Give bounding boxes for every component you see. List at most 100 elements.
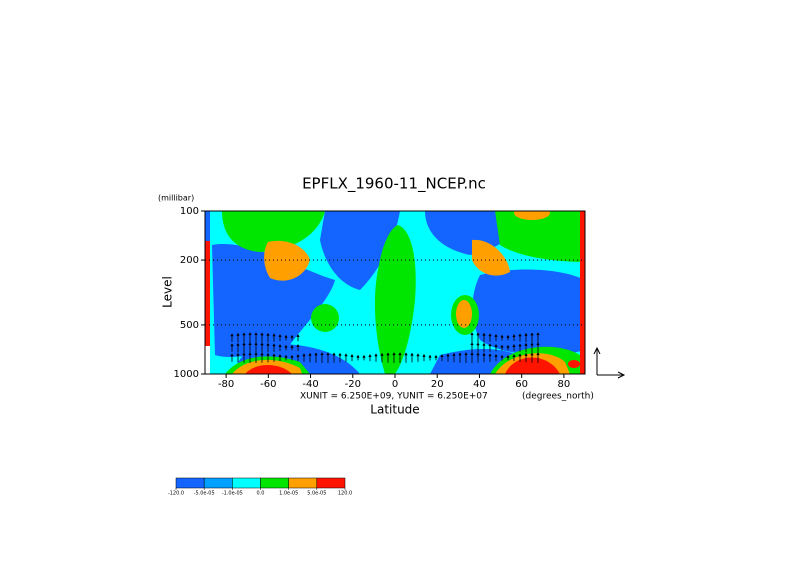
y-tick-label: 200 xyxy=(180,255,199,266)
x-tick-label: -40 xyxy=(302,379,318,390)
vector-arrow xyxy=(284,344,288,351)
vector-arrow xyxy=(428,354,432,361)
y-tick-label: 100 xyxy=(180,206,199,217)
vector-arrow xyxy=(536,352,540,363)
vector-arrow xyxy=(260,342,264,353)
vector-arrow xyxy=(446,353,450,362)
vector-arrow xyxy=(416,353,420,362)
vector-arrow xyxy=(470,342,474,353)
x-tick-label: -60 xyxy=(260,379,276,390)
y-tick-label: 500 xyxy=(180,320,199,331)
vector-scale: XUNIT = 6.250E+09, YUNIT = 6.250E+07 xyxy=(300,392,488,402)
colorbar-label: -5.0e-05 xyxy=(194,491,215,497)
vector-arrow xyxy=(308,352,312,363)
colorbar-label: -1.0e-05 xyxy=(222,491,243,497)
vector-arrow xyxy=(254,352,258,363)
vector-arrow xyxy=(488,333,492,342)
vector-arrow xyxy=(296,344,300,352)
vector-arrow xyxy=(434,354,438,361)
x-tick-label: 40 xyxy=(473,379,486,390)
vector-arrow xyxy=(440,354,444,362)
vector-arrow xyxy=(254,342,258,353)
vector-arrow xyxy=(284,354,288,361)
vector-arrow xyxy=(332,352,336,363)
vector-arrow xyxy=(248,342,252,353)
vector-arrow xyxy=(500,334,504,341)
vector-arrow xyxy=(512,354,516,362)
vector-arrow xyxy=(230,353,234,362)
colorbar-label: 0.0 xyxy=(257,491,265,497)
vector-arrow xyxy=(398,352,402,363)
vector-arrow xyxy=(524,352,528,363)
vector-arrow xyxy=(320,352,324,363)
vector-arrow xyxy=(470,332,474,343)
reference-vector xyxy=(593,346,626,379)
vector-arrow xyxy=(350,354,354,362)
vector-arrow xyxy=(278,334,282,342)
vector-arrow xyxy=(326,352,330,363)
vector-arrow xyxy=(272,353,276,362)
x-tick-label: 80 xyxy=(558,379,571,390)
vector-arrow xyxy=(524,332,528,343)
x-tick-label: 20 xyxy=(431,379,444,390)
vector-arrow xyxy=(470,352,474,363)
x-unit: (degrees_north) xyxy=(522,392,594,402)
vector-arrow xyxy=(476,342,480,353)
vector-arrow xyxy=(230,333,234,342)
vector-arrow xyxy=(482,332,486,343)
vector-arrow xyxy=(530,342,534,353)
y-tick-label: 1000 xyxy=(174,369,199,380)
vector-arrow xyxy=(260,332,264,343)
colorbar-swatch xyxy=(260,477,289,489)
x-tick-label: 60 xyxy=(515,379,528,390)
vector-arrow xyxy=(488,353,492,362)
vector-arrow xyxy=(272,343,276,352)
vector-arrow xyxy=(242,352,246,363)
vector-arrow xyxy=(266,332,270,343)
vector-arrow xyxy=(536,332,540,343)
vector-arrow xyxy=(368,354,372,362)
contour-field xyxy=(205,211,585,374)
vector-arrow xyxy=(290,354,294,361)
vector-arrow xyxy=(254,332,258,343)
vector-arrow xyxy=(518,333,522,342)
vector-arrow xyxy=(362,354,366,361)
x-axis-label: Latitude xyxy=(370,403,419,417)
vector-arrow xyxy=(392,352,396,363)
x-tick-label: -80 xyxy=(218,379,234,390)
vector-arrow xyxy=(248,332,252,343)
vector-arrow xyxy=(482,342,486,353)
vector-arrow xyxy=(236,342,240,353)
vector-arrow xyxy=(380,352,384,363)
vector-arrow xyxy=(284,334,288,341)
vector-arrow xyxy=(494,333,498,342)
y-unit: (millibar) xyxy=(158,194,194,203)
vector-arrow xyxy=(386,352,390,363)
vector-arrow xyxy=(236,332,240,343)
vector-arrow xyxy=(518,343,522,352)
vector-arrow xyxy=(536,342,540,353)
vector-arrow xyxy=(296,354,300,362)
vector-arrow xyxy=(452,352,456,363)
vector-arrow xyxy=(476,352,480,363)
colorbar-swatch xyxy=(203,477,233,489)
x-tick-label: -20 xyxy=(345,379,361,390)
vector-arrow xyxy=(422,354,426,362)
vector-arrow xyxy=(302,353,306,362)
x-tick-label: 0 xyxy=(392,379,398,390)
vector-arrow xyxy=(356,354,360,361)
colorbar-label: -120.0 xyxy=(168,491,184,497)
vector-arrow xyxy=(338,352,342,363)
colorbar-label: 120.0 xyxy=(338,491,352,497)
vector-arrow xyxy=(344,353,348,362)
colorbar-swatch xyxy=(316,477,346,489)
vector-arrow xyxy=(488,343,492,352)
vector-arrow xyxy=(506,344,510,351)
vector-arrow xyxy=(266,352,270,363)
vector-arrow xyxy=(482,352,486,363)
vector-arrow xyxy=(404,352,408,363)
vector-arrow xyxy=(506,334,510,341)
colorbar-label: 5.0e-05 xyxy=(307,491,326,497)
vector-arrow xyxy=(476,332,480,343)
